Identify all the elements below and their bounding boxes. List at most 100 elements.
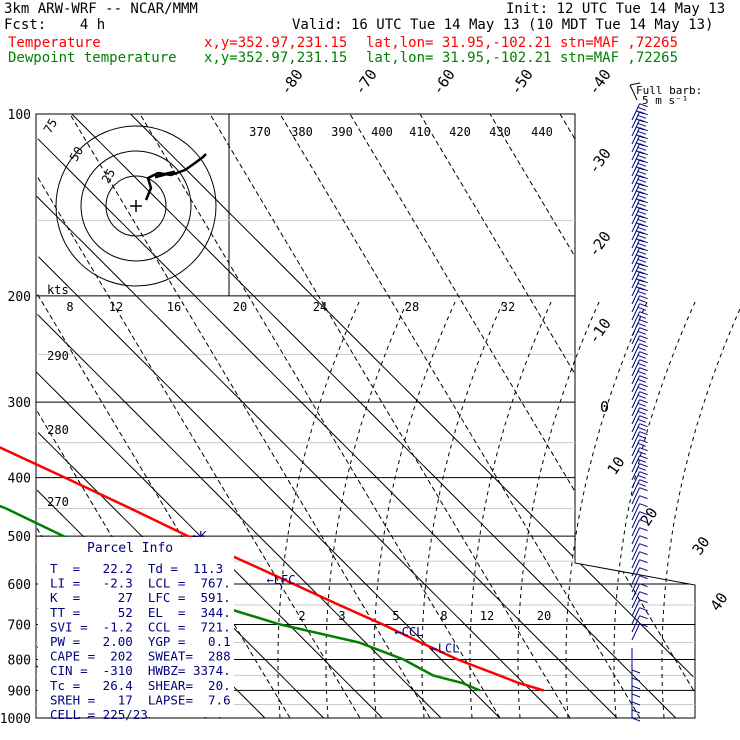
wind-barb-staff [631, 255, 641, 273]
wind-barb [631, 279, 648, 297]
wind-barb-staff [631, 375, 641, 393]
wind-barb-flag [631, 677, 641, 682]
wind-barb-flag [637, 266, 647, 271]
theta-label: 400 [371, 125, 393, 139]
wind-barb-staff [631, 423, 641, 441]
wind-barb-staff [631, 615, 641, 633]
wind-barb-staff [631, 439, 641, 457]
moist-adiabat [613, 301, 696, 719]
hodograph-center [130, 200, 142, 212]
full-barb-key [629, 84, 638, 101]
wind-barb-flag [639, 151, 648, 156]
moist-adiabat [517, 301, 600, 719]
temperature-tick-label: -70 [351, 66, 381, 99]
wind-barb-flag [631, 717, 641, 722]
wind-barb [631, 615, 648, 633]
wind-barb-flag [639, 479, 648, 484]
wind-barb-flag [639, 319, 648, 324]
wind-barb-flag [639, 623, 648, 628]
wind-barb-staff [631, 447, 641, 465]
wind-barb-flag [637, 410, 647, 415]
wind-barb [631, 455, 648, 473]
wind-barb-flag [639, 239, 648, 244]
mixing-ratio-label: 20 [233, 300, 247, 314]
wind-barb-staff [631, 319, 641, 337]
wind-barb-flag [631, 693, 641, 698]
wind-barb-staff [631, 583, 641, 601]
wind-barb-flag [639, 255, 648, 260]
wind-barb-flag [637, 106, 647, 111]
wind-barb-staff [631, 367, 641, 385]
kts-label: kts [47, 283, 69, 297]
wind-barb-flag [631, 701, 641, 706]
wind-barb-flag [639, 615, 648, 620]
hodograph: 25 50 75 kts [41, 116, 217, 297]
wind-barb-flag [639, 207, 648, 212]
temperature-line-point [542, 689, 545, 692]
wind-barb-flag [637, 154, 647, 159]
wind-barb-staff [631, 143, 641, 161]
wind-barb-flag [639, 271, 648, 276]
wind-barb-staff [631, 311, 641, 329]
parcel-info-row: K = 27 LFC = 591. [50, 590, 231, 605]
dry-adiabat [489, 113, 574, 255]
mixing-ratio-label: 28 [405, 300, 419, 314]
wind-barb-flag [639, 471, 648, 476]
wind-barb-flag [637, 458, 647, 463]
wind-barb-flag [639, 599, 648, 604]
wind-barb [631, 591, 648, 609]
wind-barb-flag [637, 194, 647, 199]
wind-barb-flag [639, 303, 648, 308]
wind-barb-flag [639, 335, 648, 340]
wind-barb-flag [639, 583, 648, 588]
wind-barb-staff [631, 247, 641, 265]
wind-barb [631, 423, 648, 441]
pressure-label-400: 400 [8, 472, 31, 487]
temperature-line-point [381, 623, 384, 626]
wind-barb-staff [631, 607, 641, 625]
wind-barb-flag [637, 202, 647, 207]
isotherm [36, 196, 559, 719]
wind-barb-flag [637, 290, 647, 295]
wind-barb-flag [631, 709, 641, 714]
temperature-tick-label: -30 [585, 145, 615, 178]
full-barb-key-flag [629, 82, 641, 86]
mixing-ratio-label-low: 5 [392, 609, 399, 623]
temperature-tick-label: -40 [585, 66, 615, 99]
moist-adiabat [325, 301, 408, 719]
dewpoint-line-point [461, 682, 464, 684]
wind-barb-flag [639, 111, 648, 116]
mixing-ratio-label-low: 20 [537, 609, 551, 623]
parcel-marker: ←LFC [267, 573, 296, 587]
wind-barb-flag [639, 351, 648, 356]
wind-barb-staff [631, 463, 641, 481]
plot-frame [35, 113, 696, 719]
wind-barb-staff [631, 167, 641, 185]
wind-barb-flag [637, 186, 647, 191]
wind-barb-staff [631, 415, 641, 433]
hodograph-ring-label: 50 [67, 144, 86, 164]
wind-barb-flag [637, 442, 647, 447]
wind-barb-staff [631, 543, 641, 561]
wind-barb-staff [631, 335, 641, 353]
wind-barb-flag [639, 495, 648, 500]
wind-barb-staff [631, 215, 641, 233]
wind-barb-staff [631, 343, 641, 361]
wind-barb [631, 680, 641, 706]
parcel-info-row: TT = 52 EL = 344. [50, 605, 231, 620]
hodograph-ring [80, 150, 192, 262]
wind-barb-staff [631, 431, 641, 449]
dry-adiabat [559, 113, 576, 139]
wind-barb-flag [639, 279, 648, 284]
parcel-marker: ←LCL [431, 641, 460, 655]
wind-barb-flag [637, 434, 647, 439]
temperature-line-point [498, 674, 501, 677]
mixing-ratio-label-low: 3 [338, 609, 345, 623]
wind-barb-flag [637, 130, 647, 135]
wind-barb-staff [631, 351, 641, 369]
wind-barb-flag [639, 287, 648, 292]
header: 3km ARW-WRF -- NCAR/MMM Init: 12 UTC Tue… [0, 0, 740, 70]
wind-barb-flag [637, 346, 647, 351]
wind-barb-flag [639, 135, 648, 140]
mixing-ratio-label: 32 [501, 300, 515, 314]
